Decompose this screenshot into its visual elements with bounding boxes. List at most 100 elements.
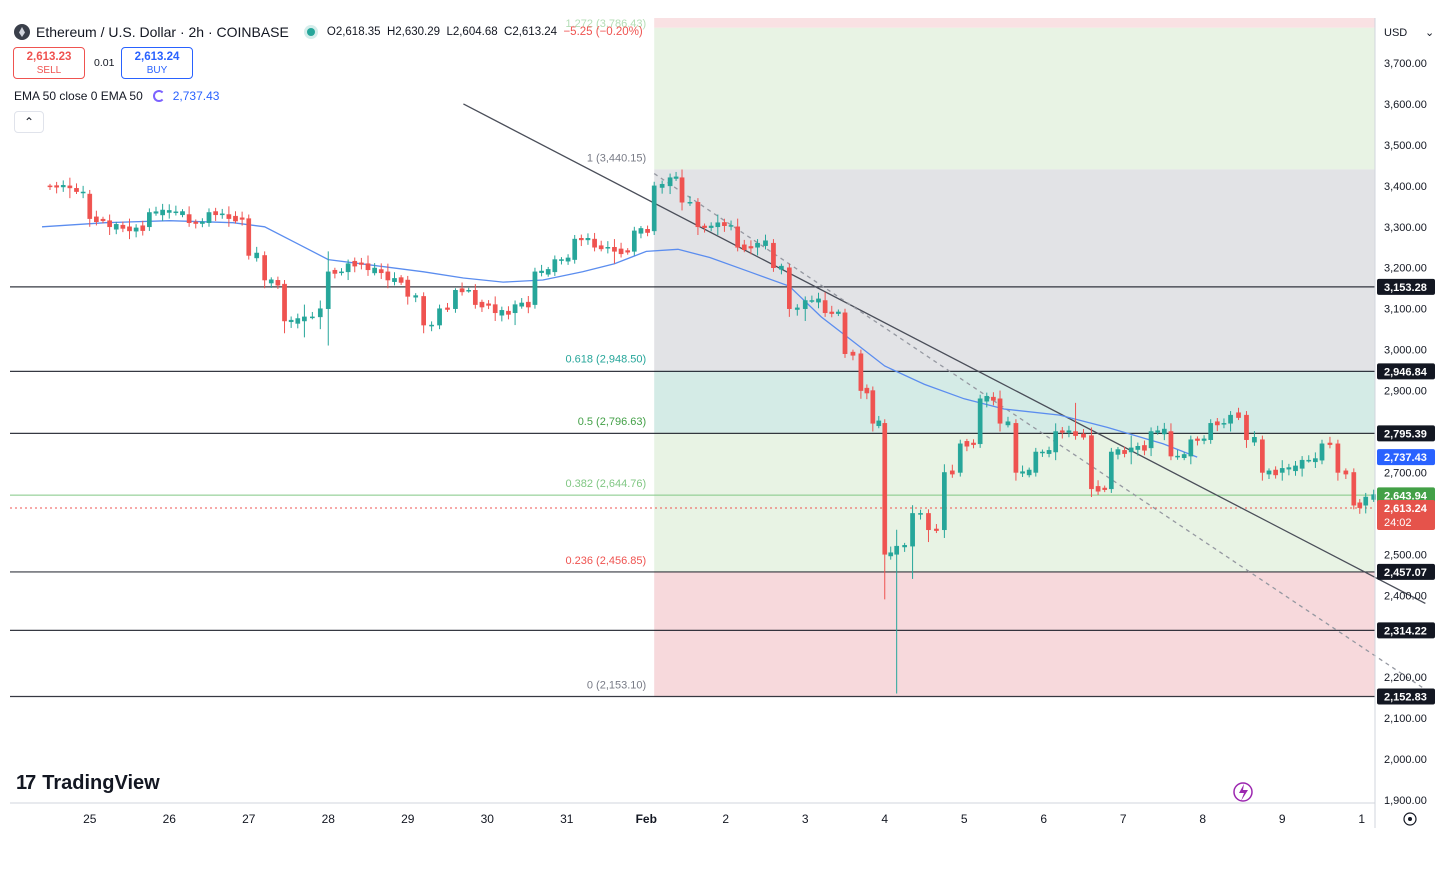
price-tick: 2,400.00 (1384, 590, 1427, 602)
candle-body (645, 229, 650, 233)
candle-body (659, 183, 665, 188)
tradingview-logo[interactable]: 17 TradingView (16, 772, 160, 795)
candle-body (226, 214, 232, 219)
high-value: 2,630.29 (395, 26, 441, 38)
time-tick: 8 (1199, 812, 1206, 826)
sell-button[interactable]: 2,613.23 SELL (13, 47, 85, 79)
time-tick: 9 (1279, 812, 1286, 826)
candle-body (1299, 459, 1305, 469)
candle-body (552, 259, 558, 273)
price-label-level: 2,457.07 (1384, 567, 1427, 579)
candle-body (1228, 414, 1233, 424)
candle-body (239, 217, 245, 220)
price-label-level: 2,946.84 (1384, 366, 1428, 378)
candle-body (365, 263, 371, 271)
candle-body (673, 176, 679, 179)
candle-body (1066, 430, 1072, 433)
price-tick: 2,500.00 (1384, 549, 1427, 561)
candle-body (1128, 447, 1134, 453)
ema-label: EMA 50 close 0 EMA 50 (14, 89, 143, 103)
price-label-bg-level (1377, 563, 1435, 580)
time-tick: 1 (1358, 812, 1365, 826)
candle-body (213, 211, 218, 216)
candle-body (802, 300, 808, 309)
buy-label: BUY (146, 65, 168, 76)
collapse-legend-button[interactable]: ⌃ (14, 111, 44, 133)
candle-body (339, 271, 344, 274)
candle-body (836, 311, 841, 314)
candle-body (1252, 437, 1257, 443)
buy-button[interactable]: 2,613.24 BUY (121, 47, 193, 79)
candle-body (971, 442, 976, 445)
candle-body (625, 250, 631, 253)
candle-body (1155, 430, 1161, 433)
price-tick: 2,200.00 (1384, 672, 1427, 684)
candle-body (763, 240, 768, 246)
candle-body (1273, 469, 1278, 476)
countdown-label: 24:02 (1384, 517, 1412, 529)
candle-body (1005, 421, 1011, 426)
time-tick: 2 (722, 812, 729, 826)
open-value: 2,618.35 (335, 26, 381, 38)
price-label-level: 2,152.83 (1384, 691, 1427, 703)
candle-body (506, 310, 511, 315)
candle-body (127, 226, 132, 232)
price-label-current: 2,613.24 (1384, 503, 1428, 515)
candle-body (735, 226, 741, 248)
price-tick: 3,200.00 (1384, 263, 1427, 275)
candle-body (1313, 458, 1318, 463)
candle-body (1188, 439, 1194, 457)
candle-body (1236, 412, 1241, 418)
candle-body (612, 247, 617, 252)
candle-body (1319, 443, 1325, 461)
candle-body (453, 290, 458, 309)
candle-body (437, 308, 442, 326)
candle-body (942, 472, 947, 531)
candle-body (1221, 423, 1227, 425)
candle-body (413, 295, 419, 298)
spread-value: 0.01 (94, 57, 115, 69)
candle-body (372, 267, 377, 274)
candle-body (153, 211, 159, 214)
settings-icon-center (1408, 817, 1412, 821)
candle-body (722, 222, 727, 226)
time-tick: 26 (163, 812, 177, 826)
fib-zone-0618-05 (654, 370, 1375, 433)
candle-body (100, 218, 106, 222)
candle-body (728, 225, 734, 227)
currency-label: USD (1384, 27, 1407, 39)
candle-body (618, 248, 624, 255)
time-tick: 6 (1040, 812, 1047, 826)
price-label-bg-level (1377, 425, 1435, 442)
candle-body (1073, 431, 1078, 436)
candle-body (1161, 428, 1167, 435)
fib-zone-upper (654, 27, 1375, 170)
time-tick: 5 (961, 812, 968, 826)
candle-body (1286, 467, 1292, 470)
sell-price: 2,613.23 (26, 51, 72, 63)
candle-body (1020, 471, 1025, 474)
candle-body (332, 269, 338, 274)
ema-50-line (41, 220, 1198, 458)
chevron-up-icon: ⌃ (23, 115, 35, 129)
close-value: 2,613.24 (512, 26, 558, 38)
time-tick: 28 (322, 812, 336, 826)
time-tick: 27 (242, 812, 256, 826)
price-tick: 1,900.00 (1384, 795, 1427, 807)
symbol-title[interactable]: Ethereum / U.S. Dollar · 2h · COINBASE (36, 24, 289, 40)
candle-body (779, 265, 784, 270)
loading-icon (152, 90, 165, 102)
candle-body (1089, 435, 1094, 490)
candle-body (638, 228, 644, 234)
candle-body (741, 244, 747, 250)
price-label-bg-current (1377, 499, 1435, 530)
price-tick: 3,600.00 (1384, 99, 1427, 111)
candle-body (254, 252, 260, 259)
candle-body (74, 188, 79, 192)
candle-body (585, 238, 591, 241)
ema-legend[interactable]: EMA 50 close 0 EMA 50 2,737.43 (14, 89, 219, 103)
candle-body (180, 211, 185, 216)
candle-body (829, 311, 835, 314)
low-value: 2,604.68 (452, 26, 498, 38)
